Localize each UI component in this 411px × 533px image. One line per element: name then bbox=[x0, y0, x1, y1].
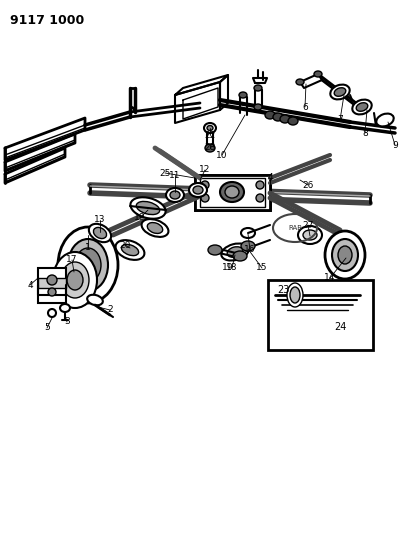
Ellipse shape bbox=[189, 183, 207, 197]
Ellipse shape bbox=[166, 188, 184, 202]
Ellipse shape bbox=[60, 304, 70, 312]
Ellipse shape bbox=[225, 186, 239, 198]
Bar bbox=[38, 278, 66, 288]
Text: 4: 4 bbox=[267, 174, 273, 182]
Text: 25: 25 bbox=[159, 168, 171, 177]
Text: 19: 19 bbox=[222, 263, 234, 272]
Ellipse shape bbox=[298, 226, 322, 244]
Ellipse shape bbox=[130, 197, 166, 219]
Ellipse shape bbox=[256, 181, 264, 189]
Text: 2: 2 bbox=[107, 305, 113, 314]
Ellipse shape bbox=[204, 123, 216, 133]
Ellipse shape bbox=[287, 283, 303, 307]
Text: 28: 28 bbox=[204, 143, 216, 152]
Text: 26: 26 bbox=[302, 181, 314, 190]
Text: 8: 8 bbox=[362, 128, 368, 138]
Ellipse shape bbox=[254, 104, 262, 110]
Ellipse shape bbox=[87, 295, 103, 305]
Ellipse shape bbox=[239, 92, 247, 98]
Text: 22: 22 bbox=[204, 131, 216, 140]
Ellipse shape bbox=[227, 247, 243, 257]
Text: 6: 6 bbox=[302, 102, 308, 111]
Bar bbox=[38, 268, 66, 303]
Ellipse shape bbox=[170, 191, 180, 199]
Text: 18: 18 bbox=[226, 263, 238, 272]
Ellipse shape bbox=[93, 228, 106, 239]
Ellipse shape bbox=[220, 182, 244, 202]
Text: 12: 12 bbox=[199, 166, 211, 174]
Text: 15: 15 bbox=[256, 263, 268, 272]
Ellipse shape bbox=[233, 251, 247, 261]
Bar bbox=[195, 175, 270, 210]
Ellipse shape bbox=[288, 117, 298, 125]
Ellipse shape bbox=[201, 181, 209, 189]
Text: 27: 27 bbox=[302, 221, 314, 230]
Text: RAB: RAB bbox=[288, 225, 302, 231]
Ellipse shape bbox=[47, 275, 57, 285]
Ellipse shape bbox=[241, 228, 255, 238]
Ellipse shape bbox=[201, 194, 209, 202]
Ellipse shape bbox=[330, 85, 350, 100]
Text: 19: 19 bbox=[134, 214, 146, 222]
Ellipse shape bbox=[376, 114, 394, 126]
Text: 24: 24 bbox=[334, 322, 346, 332]
Text: 16: 16 bbox=[244, 246, 256, 254]
Text: 3: 3 bbox=[64, 318, 70, 327]
Ellipse shape bbox=[208, 245, 222, 255]
Ellipse shape bbox=[290, 287, 300, 303]
Text: 9: 9 bbox=[392, 141, 398, 149]
Ellipse shape bbox=[48, 288, 56, 296]
Ellipse shape bbox=[53, 252, 97, 308]
Ellipse shape bbox=[265, 111, 275, 119]
Ellipse shape bbox=[193, 186, 203, 194]
Ellipse shape bbox=[48, 309, 56, 317]
Bar bbox=[268, 280, 373, 350]
Ellipse shape bbox=[221, 244, 249, 261]
Ellipse shape bbox=[254, 85, 262, 91]
Ellipse shape bbox=[67, 270, 83, 290]
Ellipse shape bbox=[58, 227, 118, 303]
Ellipse shape bbox=[334, 88, 346, 96]
Ellipse shape bbox=[338, 246, 352, 264]
Ellipse shape bbox=[352, 100, 372, 115]
Text: 20: 20 bbox=[119, 240, 131, 249]
Ellipse shape bbox=[136, 201, 160, 215]
Text: 10: 10 bbox=[216, 150, 228, 159]
Ellipse shape bbox=[241, 241, 255, 251]
Text: 13: 13 bbox=[94, 215, 106, 224]
Ellipse shape bbox=[280, 115, 290, 123]
Text: 1: 1 bbox=[85, 244, 91, 253]
Bar bbox=[195, 175, 270, 210]
Ellipse shape bbox=[141, 219, 169, 237]
Ellipse shape bbox=[68, 239, 108, 291]
Text: 14: 14 bbox=[324, 273, 336, 282]
Text: 23: 23 bbox=[277, 285, 289, 295]
Text: 11: 11 bbox=[169, 171, 181, 180]
Ellipse shape bbox=[121, 245, 139, 256]
Ellipse shape bbox=[256, 194, 264, 202]
Ellipse shape bbox=[89, 224, 111, 242]
Ellipse shape bbox=[115, 240, 144, 260]
Ellipse shape bbox=[75, 248, 101, 282]
Ellipse shape bbox=[332, 239, 358, 271]
Ellipse shape bbox=[314, 71, 322, 77]
Ellipse shape bbox=[303, 230, 317, 240]
Ellipse shape bbox=[207, 125, 213, 131]
Text: 9117 1000: 9117 1000 bbox=[10, 14, 84, 27]
Ellipse shape bbox=[205, 144, 215, 152]
Ellipse shape bbox=[273, 113, 283, 121]
Ellipse shape bbox=[356, 103, 368, 111]
Text: 4: 4 bbox=[27, 280, 33, 289]
Ellipse shape bbox=[61, 262, 89, 298]
Text: 7: 7 bbox=[337, 116, 343, 125]
Ellipse shape bbox=[296, 79, 304, 85]
Ellipse shape bbox=[325, 231, 365, 279]
Bar bbox=[200, 178, 265, 207]
Text: 17: 17 bbox=[66, 255, 78, 264]
Ellipse shape bbox=[147, 223, 163, 233]
Text: 5: 5 bbox=[44, 324, 50, 333]
